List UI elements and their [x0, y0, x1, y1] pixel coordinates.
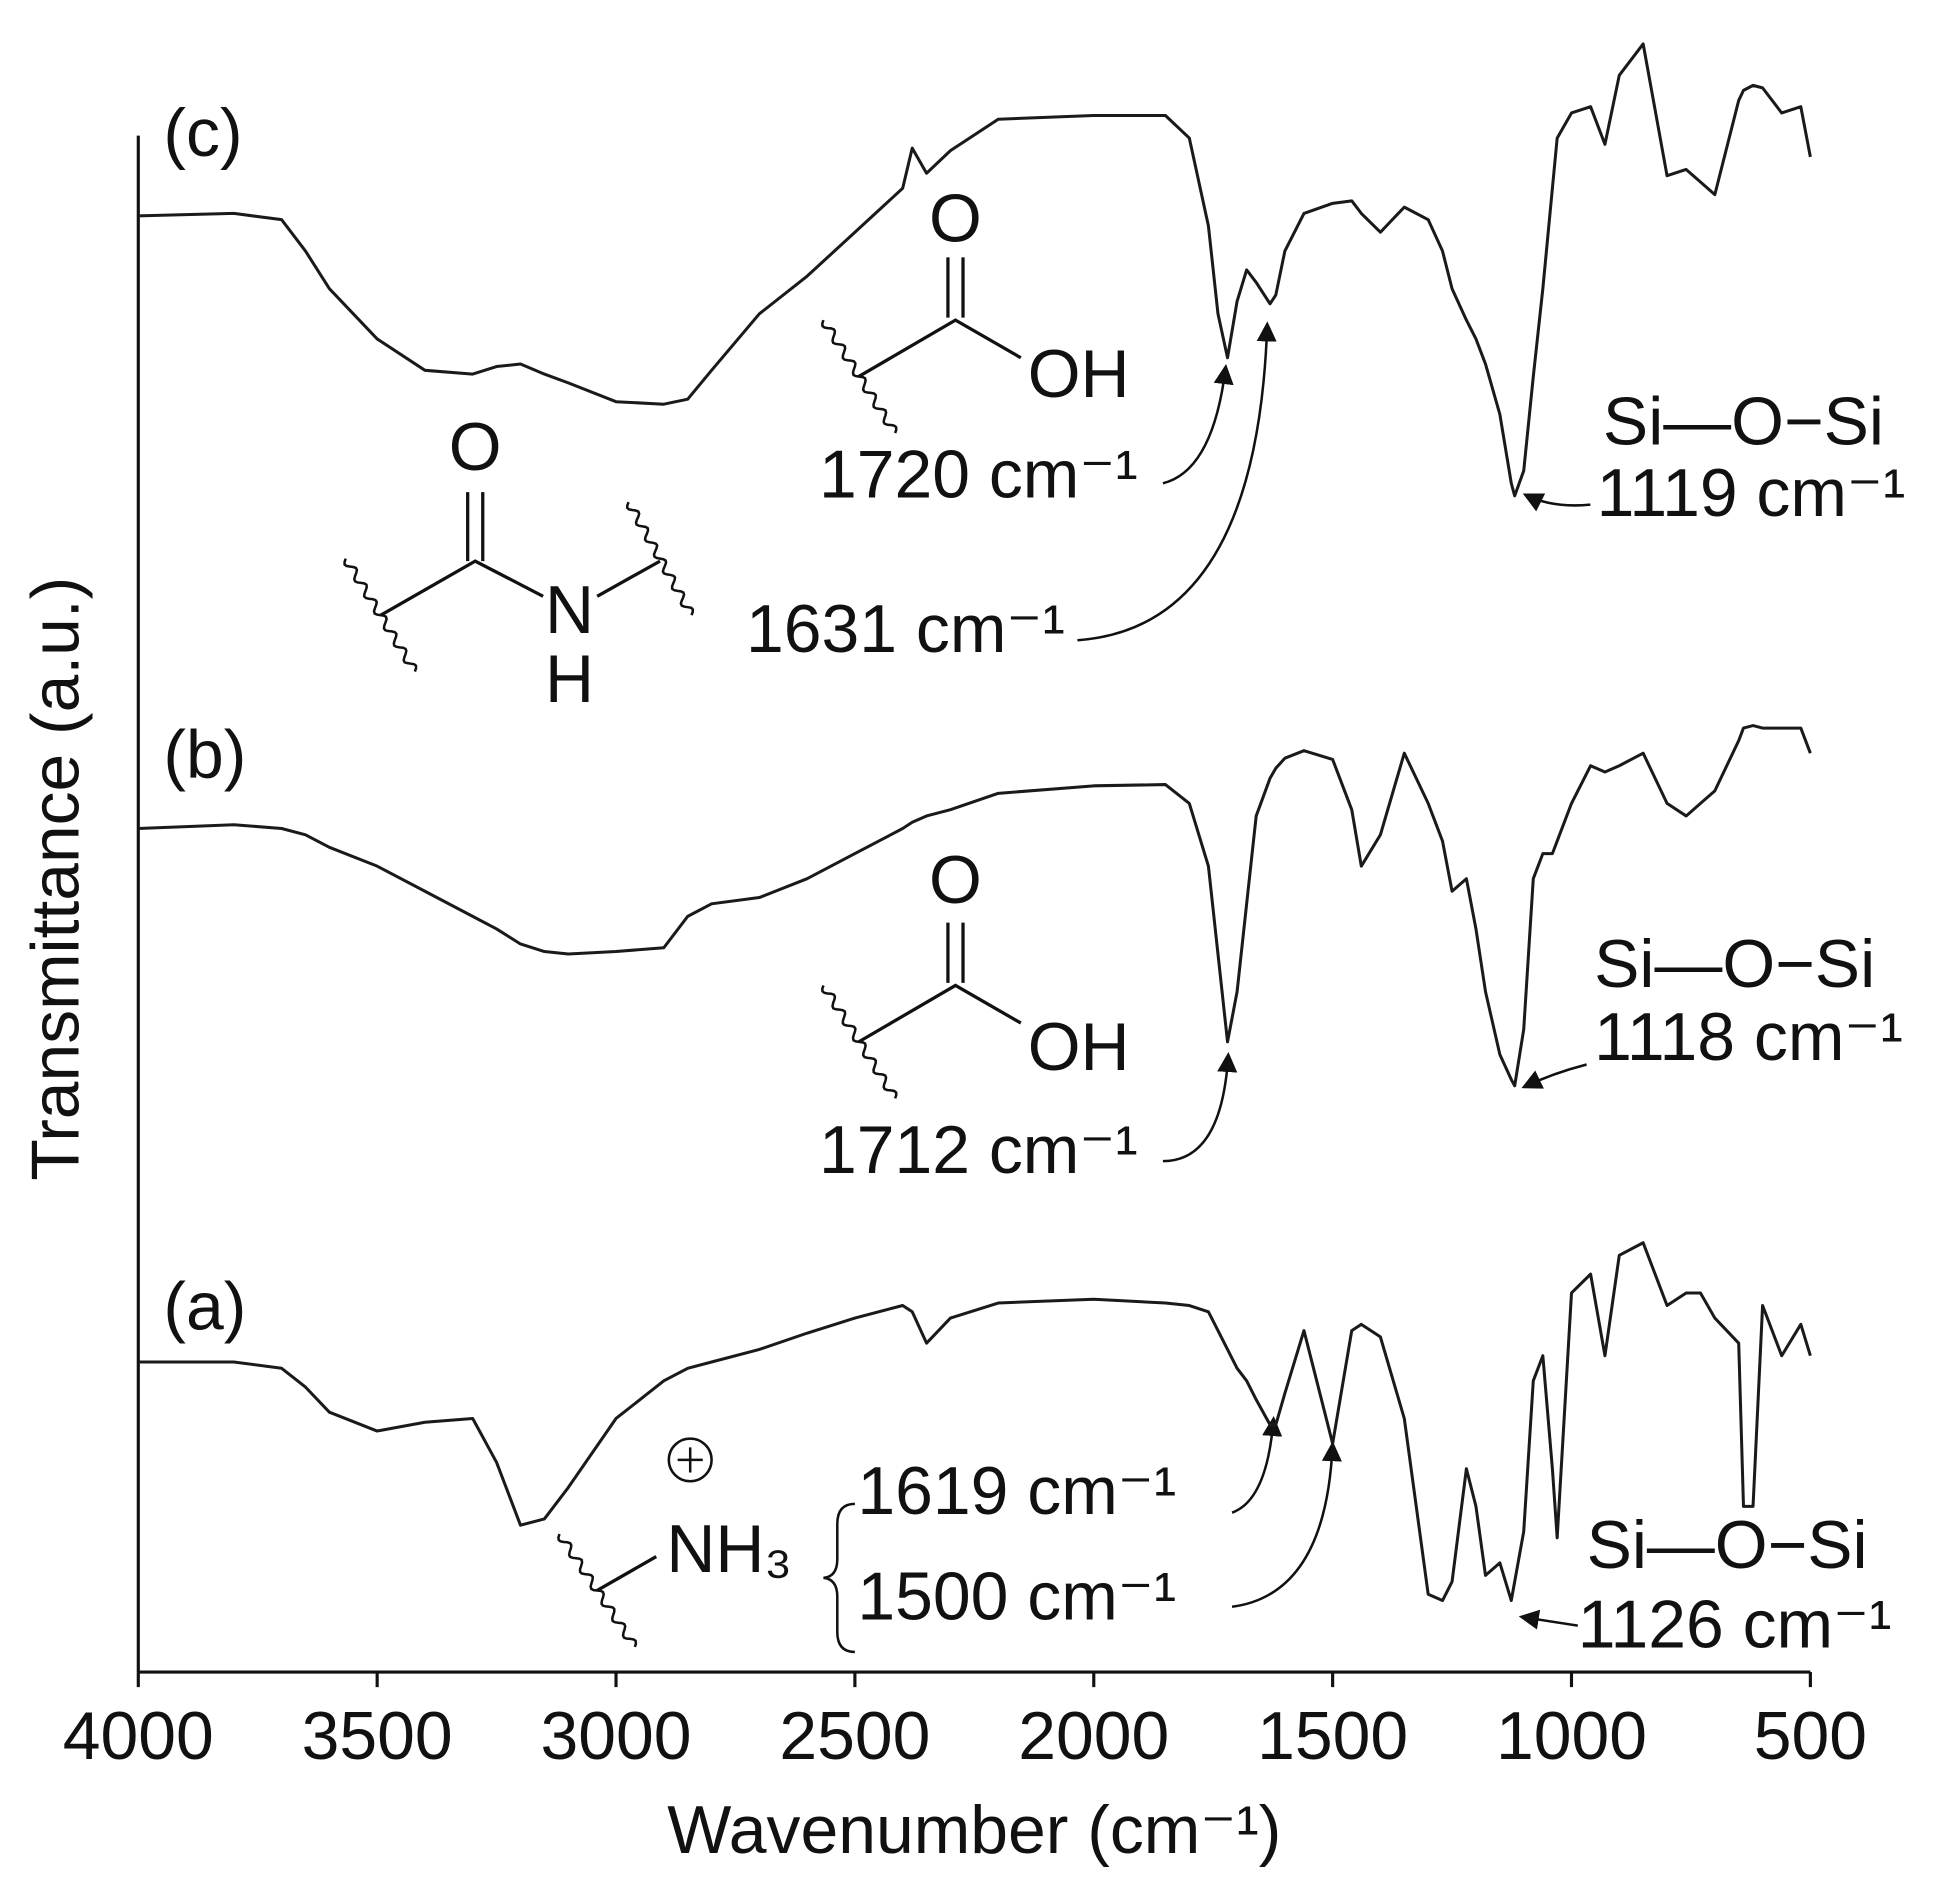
wavy-bond — [625, 501, 695, 616]
atom-label: O — [449, 410, 502, 485]
peak-label: 1712 cm⁻¹ — [819, 1113, 1138, 1188]
amide-structure: O N H — [343, 410, 695, 717]
atom-label: H — [545, 642, 594, 717]
wavy-bond — [343, 558, 418, 672]
atom-label: O — [929, 843, 982, 918]
y-axis-title: Transmittance (a.u.) — [18, 577, 93, 1181]
brace — [823, 1502, 855, 1654]
arrow — [1521, 1063, 1587, 1089]
x-tick-label: 3000 — [541, 1699, 692, 1774]
peak-label: 1631 cm⁻¹ — [746, 592, 1065, 667]
x-tick-label: 4000 — [63, 1699, 214, 1774]
bond — [857, 983, 1022, 1044]
atom-label: N — [545, 573, 594, 648]
carboxyl-structure: O OH — [821, 843, 1130, 1099]
peak-label: 1619 cm⁻¹ — [857, 1454, 1176, 1529]
arrow — [1522, 493, 1591, 512]
bond-label: Si—O−Si — [1587, 1508, 1868, 1583]
atom-label: OH — [1028, 1010, 1130, 1085]
peak-label: 1720 cm⁻¹ — [819, 437, 1138, 512]
bond — [596, 1555, 658, 1592]
peak-label: 1126 cm⁻¹ — [1578, 1587, 1892, 1662]
charge-circle — [667, 1437, 713, 1483]
bond-label: Si—O−Si — [1603, 385, 1884, 460]
bond-label: Si—O−Si — [1594, 927, 1875, 1002]
series-label: (c) — [163, 96, 242, 171]
arrow — [1162, 1051, 1238, 1163]
arrow — [1231, 1415, 1283, 1514]
bond — [946, 257, 965, 318]
peak-label: 1119 cm⁻¹ — [1597, 456, 1906, 531]
x-tick-label: 1500 — [1257, 1699, 1408, 1774]
atom-label: NH₃ — [666, 1512, 792, 1587]
bond — [857, 318, 1022, 378]
ammonium-structure: NH₃ — [557, 1437, 855, 1654]
bond — [946, 922, 965, 983]
atom-label: OH — [1028, 337, 1130, 412]
x-tick-label: 500 — [1754, 1699, 1867, 1774]
arrow — [1077, 321, 1277, 642]
charge-plus — [677, 1447, 703, 1473]
series-label: (a) — [163, 1270, 246, 1345]
series-label: (b) — [163, 717, 246, 792]
x-tick-label: 3500 — [302, 1699, 453, 1774]
bond — [466, 492, 485, 562]
carboxyl-structure: O OH — [821, 181, 1130, 434]
plot-area: Wavenumber (cm⁻¹) Transmittance (a.u.) 1… — [18, 42, 1906, 1868]
x-tick-label: 2500 — [779, 1699, 930, 1774]
x-tick-label: 2000 — [1018, 1699, 1169, 1774]
bond — [596, 559, 661, 598]
atom-label: O — [929, 181, 982, 256]
arrow — [1231, 1441, 1342, 1609]
spectrum-line — [138, 1241, 1812, 1603]
x-axis-title: Wavenumber (cm⁻¹) — [667, 1793, 1281, 1868]
spectrum-line — [138, 42, 1812, 498]
arrow — [1162, 364, 1234, 485]
peak-label: 1500 cm⁻¹ — [857, 1560, 1176, 1635]
spectrum-line — [138, 724, 1812, 1088]
bond — [380, 559, 544, 617]
x-tick-label: 1000 — [1496, 1699, 1647, 1774]
arrow — [1518, 1609, 1578, 1630]
peak-label: 1118 cm⁻¹ — [1594, 1000, 1903, 1075]
